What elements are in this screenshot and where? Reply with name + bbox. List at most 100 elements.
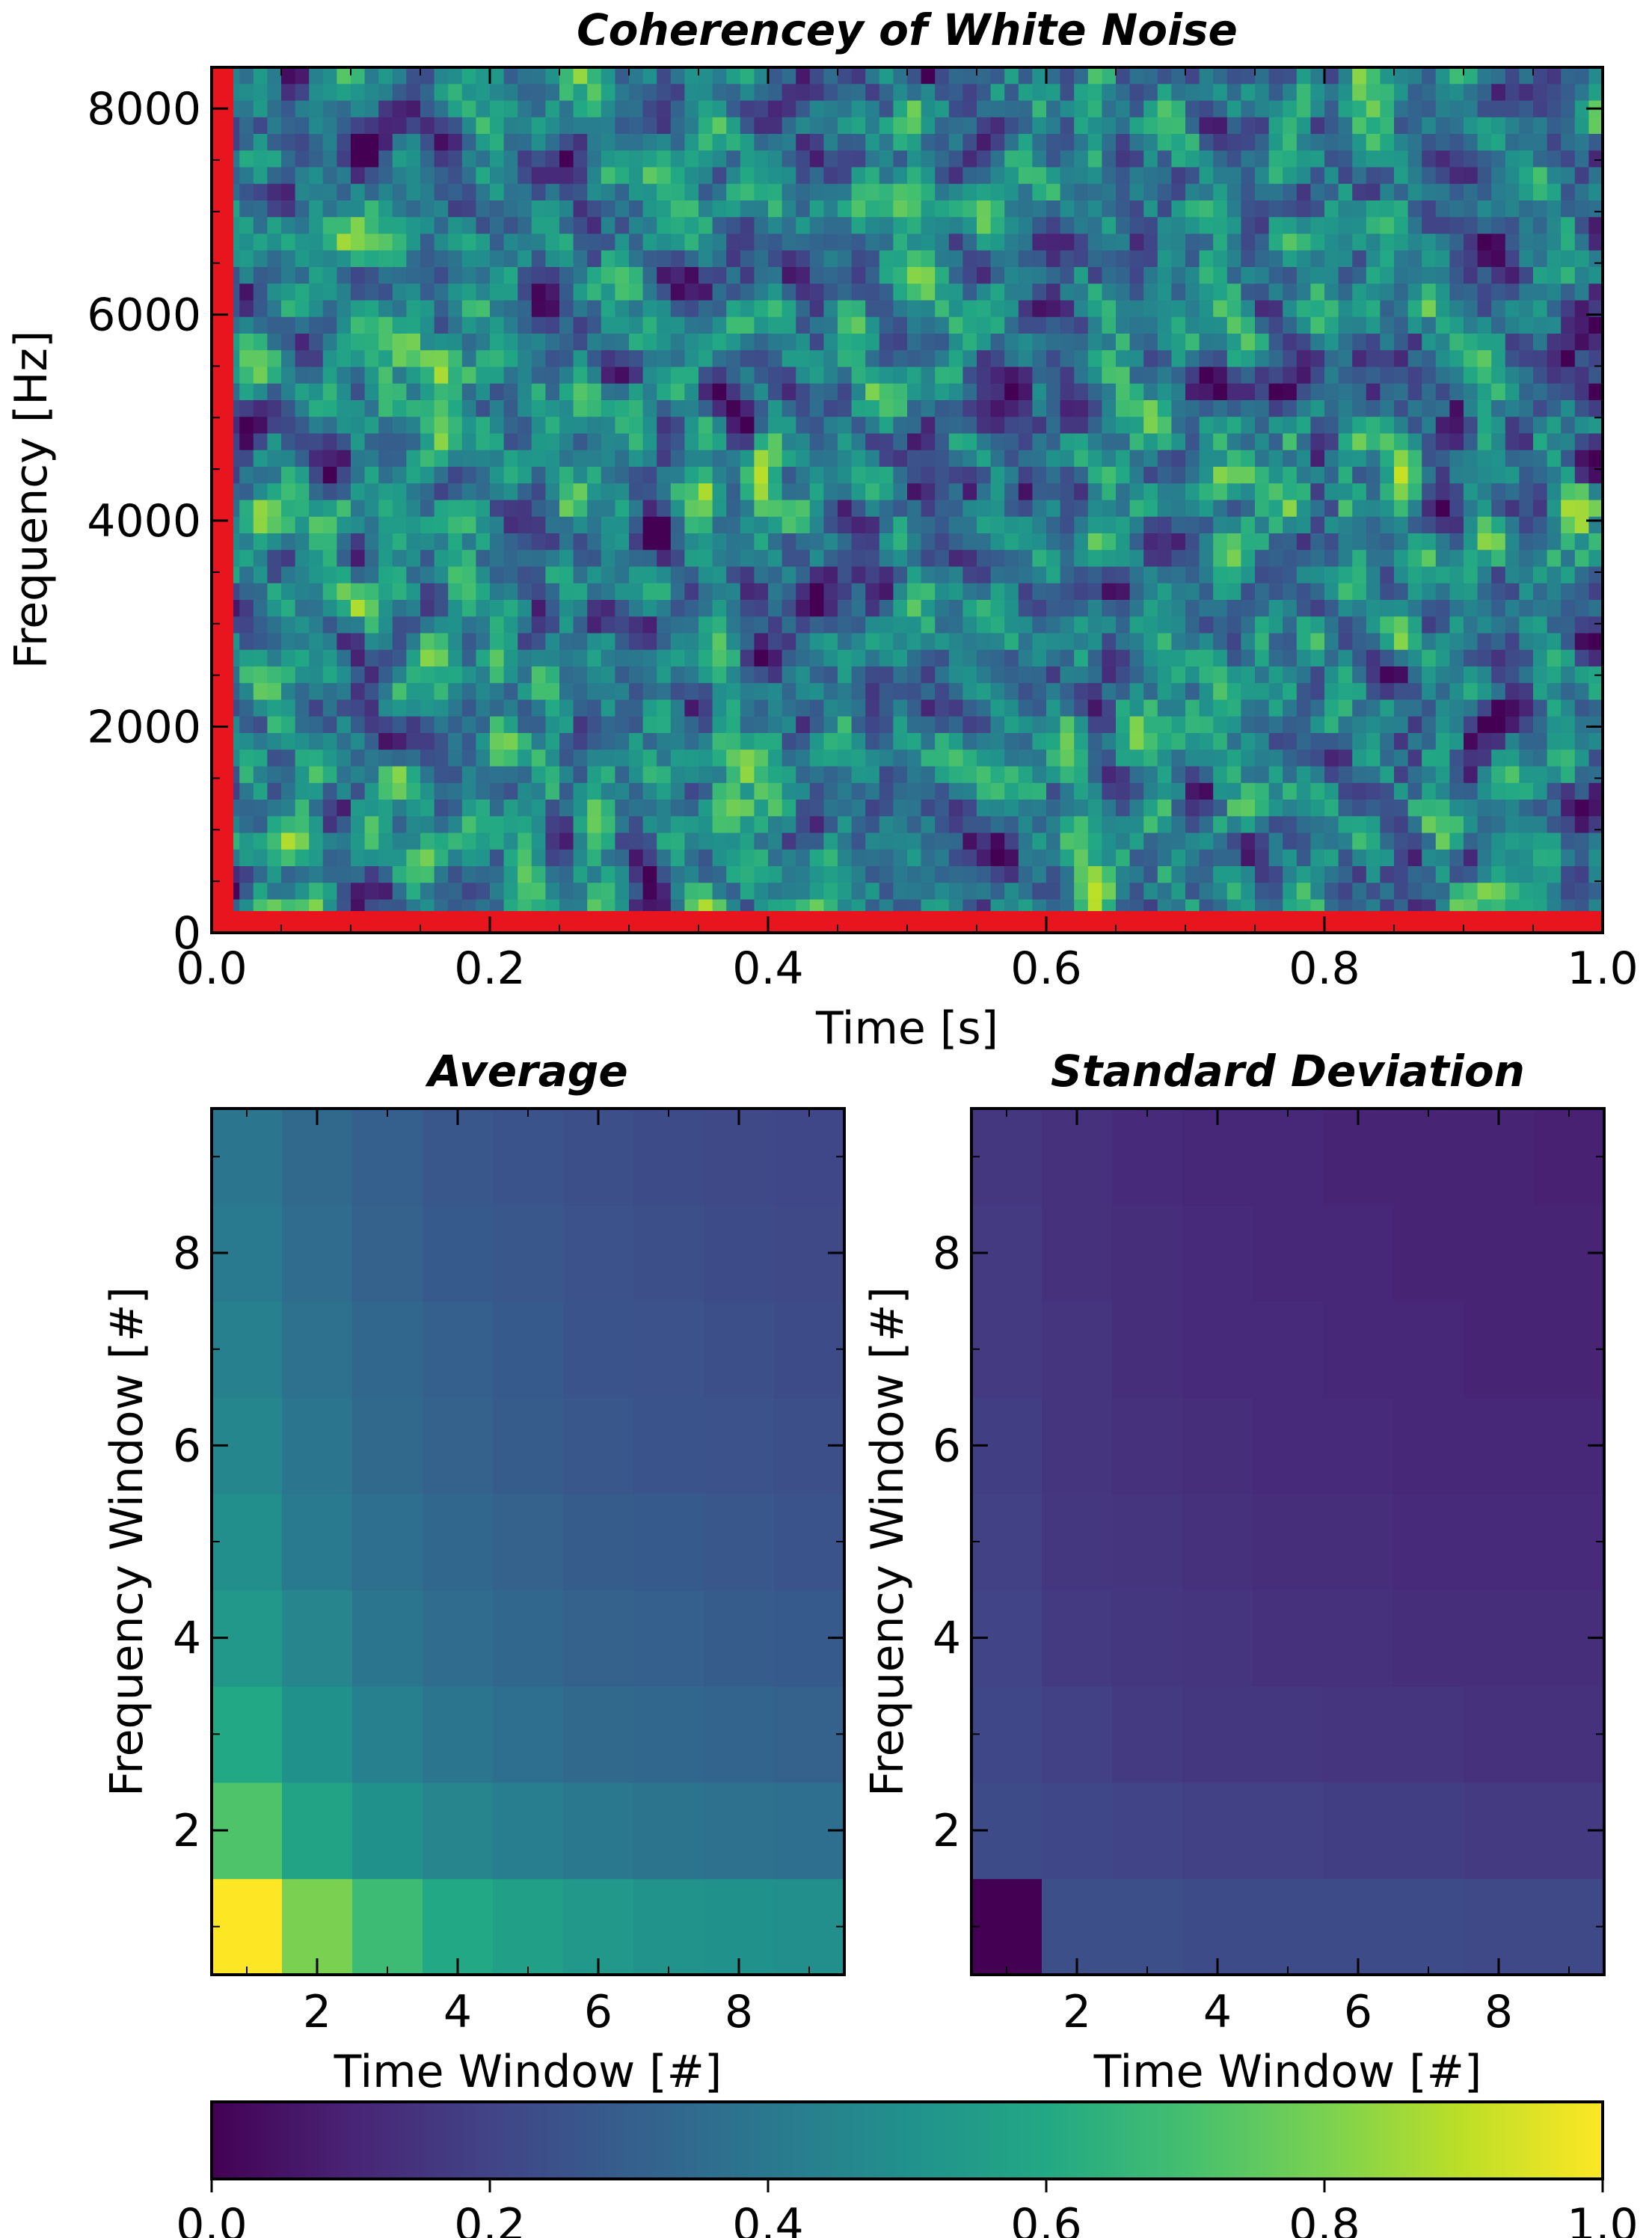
top-heatmap-cell bbox=[364, 500, 379, 518]
top-heatmap-cell bbox=[1241, 649, 1256, 667]
top-heatmap-cell bbox=[1561, 134, 1576, 152]
top-heatmap-cell bbox=[1561, 117, 1576, 135]
top-heatmap-cell bbox=[1296, 800, 1312, 818]
top-heatmap-cell bbox=[1074, 816, 1089, 834]
top-heatmap-cell bbox=[1074, 417, 1089, 435]
top-heatmap-cell bbox=[1464, 516, 1478, 534]
top-heatmap-cell bbox=[796, 84, 811, 102]
top-heatmap-cell bbox=[1477, 699, 1492, 717]
top-heatmap-cell bbox=[1199, 649, 1214, 667]
top-heatmap-cell bbox=[809, 733, 825, 751]
top-heatmap-cell bbox=[1032, 67, 1047, 85]
top-heatmap-cell bbox=[559, 733, 574, 751]
top-heatmap-cell bbox=[378, 866, 393, 884]
top-heatmap-cell bbox=[378, 483, 393, 501]
top-heatmap-cell bbox=[907, 866, 922, 884]
top-heatmap-cell bbox=[629, 883, 644, 901]
top-heatmap-cell bbox=[1143, 267, 1158, 285]
top-heatmap-cell bbox=[559, 217, 574, 235]
top-heatmap-cell bbox=[935, 833, 950, 850]
top-heatmap-cell bbox=[1283, 267, 1298, 285]
top-heatmap-cell bbox=[1380, 683, 1395, 701]
top-heatmap-cell bbox=[239, 766, 254, 784]
top-heatmap-cell bbox=[1157, 350, 1173, 368]
top-heatmap-cell bbox=[893, 633, 908, 651]
top-heatmap-cell bbox=[629, 267, 644, 285]
top-heatmap-cell bbox=[1574, 383, 1590, 401]
top-heatmap-cell bbox=[1032, 733, 1047, 751]
top-heatmap-cell bbox=[1449, 699, 1464, 717]
top-heatmap-cell bbox=[1283, 383, 1298, 401]
top-heatmap-cell bbox=[1185, 233, 1200, 251]
top-heatmap-cell bbox=[490, 566, 505, 584]
top-heatmap-cell bbox=[990, 500, 1005, 518]
top-heatmap-cell bbox=[977, 683, 992, 701]
top-heatmap-cell bbox=[893, 800, 908, 818]
top-heatmap-cell bbox=[1561, 350, 1576, 368]
top-heatmap-cell bbox=[295, 200, 310, 218]
top-heatmap-cell bbox=[838, 566, 853, 584]
top-heatmap-cell bbox=[893, 350, 908, 368]
top-heatmap-cell bbox=[768, 350, 783, 368]
top-heatmap-cell bbox=[948, 267, 964, 285]
top-heatmap-cell bbox=[1213, 483, 1228, 501]
top-heatmap-cell bbox=[1255, 600, 1270, 618]
top-heatmap-cell bbox=[768, 716, 783, 734]
top-heatmap-cell bbox=[1588, 633, 1603, 651]
top-heatmap-cell bbox=[1394, 167, 1409, 185]
top-heatmap-cell bbox=[1199, 766, 1214, 784]
top-heatmap-cell bbox=[642, 250, 657, 268]
top-heatmap-cell bbox=[1226, 766, 1242, 784]
top-heatmap-cell bbox=[281, 583, 296, 601]
top-heatmap-cell bbox=[740, 467, 755, 485]
top-heatmap-cell bbox=[657, 267, 672, 285]
top-heatmap-cell bbox=[476, 417, 491, 435]
top-heatmap-cell bbox=[1519, 649, 1534, 667]
top-heatmap-cell bbox=[1087, 350, 1103, 368]
top-heatmap-cell bbox=[657, 283, 672, 301]
top-heatmap-cell bbox=[1491, 433, 1506, 451]
top-heatmap-cell bbox=[921, 334, 936, 352]
top-heatmap-cell bbox=[809, 283, 825, 301]
top-heatmap-cell bbox=[838, 383, 853, 401]
top-heatmap-cell bbox=[1324, 433, 1339, 451]
top-heatmap-cell bbox=[490, 200, 505, 218]
top-heatmap-cell bbox=[490, 733, 505, 751]
top-heatmap-cell bbox=[1505, 500, 1520, 518]
top-heatmap-cell bbox=[1171, 683, 1186, 701]
top-heatmap-cell bbox=[267, 566, 282, 584]
top-heatmap-cell bbox=[948, 300, 964, 318]
top-heatmap-cell bbox=[1283, 217, 1298, 235]
top-heatmap-cell bbox=[392, 200, 408, 218]
top-heatmap-cell bbox=[1533, 350, 1548, 368]
top-heatmap-cell bbox=[1338, 516, 1353, 534]
top-heatmap-cell bbox=[1032, 666, 1047, 684]
top-heatmap-cell bbox=[503, 566, 518, 584]
top-heatmap-cell bbox=[1561, 67, 1576, 85]
top-heatmap-cell bbox=[1004, 200, 1019, 218]
top-heatmap-cell bbox=[851, 699, 866, 717]
top-heatmap-cell bbox=[406, 483, 421, 501]
top-heatmap-cell bbox=[1018, 217, 1034, 235]
top-heatmap-cell bbox=[670, 233, 686, 251]
top-heatmap-cell bbox=[531, 683, 547, 701]
top-heatmap-cell bbox=[726, 183, 741, 201]
top-heatmap-cell bbox=[754, 600, 769, 618]
top-heatmap-cell bbox=[587, 500, 602, 518]
top-heatmap-cell bbox=[322, 367, 338, 384]
top-heatmap-cell bbox=[1547, 217, 1562, 235]
top-heatmap-cell bbox=[295, 400, 310, 418]
top-heatmap-cell bbox=[1380, 84, 1395, 102]
top-heatmap-cell bbox=[851, 849, 866, 867]
top-heatmap-cell bbox=[754, 866, 769, 884]
top-heatmap-cell bbox=[907, 749, 922, 767]
top-heatmap-cell bbox=[1018, 483, 1034, 501]
top-heatmap-cell bbox=[768, 849, 783, 867]
top-heatmap-cell bbox=[1407, 816, 1422, 834]
top-heatmap-cell bbox=[726, 250, 741, 268]
top-heatmap-cell bbox=[670, 217, 686, 235]
top-heatmap-cell bbox=[1004, 217, 1019, 235]
top-heatmap-cell bbox=[615, 134, 630, 152]
top-heatmap-cell bbox=[629, 616, 644, 634]
top-heatmap-cell bbox=[1491, 816, 1506, 834]
